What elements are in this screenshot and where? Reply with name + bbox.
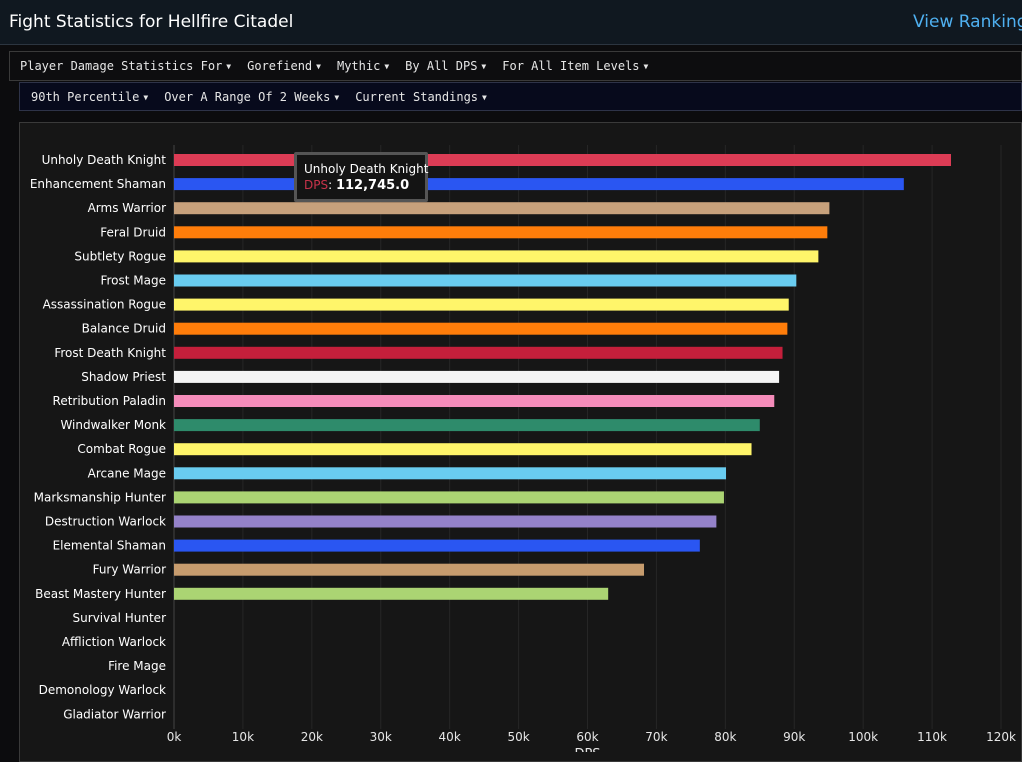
- x-tick-label: 90k: [783, 730, 805, 744]
- category-label: Arms Warrior: [88, 201, 166, 215]
- category-label: Destruction Warlock: [45, 515, 166, 529]
- bar[interactable]: [174, 346, 783, 359]
- bar[interactable]: [174, 154, 952, 166]
- category-label: Elemental Shaman: [53, 539, 166, 553]
- category-label: Fury Warrior: [93, 563, 166, 577]
- x-tick-label: 70k: [645, 730, 667, 744]
- dropdown-time-range[interactable]: Over A Range Of 2 Weeks ▼: [164, 89, 340, 104]
- x-tick-label: 100k: [848, 730, 878, 744]
- bar[interactable]: [174, 178, 904, 191]
- bar[interactable]: [174, 370, 780, 383]
- view-ranking-link[interactable]: View Ranking: [913, 12, 1022, 32]
- x-tick-label: 50k: [507, 730, 529, 744]
- x-tick-label: 120k: [986, 730, 1016, 744]
- bar[interactable]: [174, 202, 830, 215]
- category-label: Frost Mage: [100, 274, 166, 288]
- dropdown-difficulty[interactable]: Mythic ▼: [336, 59, 390, 73]
- dropdown-role[interactable]: By All DPS ▼: [405, 59, 487, 73]
- category-label: Subtlety Rogue: [74, 249, 166, 263]
- category-label: Shadow Priest: [81, 370, 166, 384]
- category-label: Arcane Mage: [88, 466, 166, 480]
- chevron-down-icon: ▼: [384, 62, 390, 71]
- x-tick-label: 40k: [439, 730, 461, 744]
- dropdown-boss[interactable]: Gorefiend ▼: [247, 59, 321, 73]
- category-label: Affliction Warlock: [62, 635, 166, 649]
- bar[interactable]: [174, 563, 645, 576]
- category-label: Survival Hunter: [73, 611, 167, 625]
- category-label: Gladiator Warrior: [63, 707, 166, 721]
- x-tick-label: 0k: [167, 730, 182, 744]
- chevron-down-icon: ▼: [316, 62, 321, 71]
- category-label: Balance Druid: [82, 322, 166, 336]
- tooltip-metric-value: 112,745.0: [335, 178, 410, 193]
- bar[interactable]: [174, 515, 717, 528]
- x-axis-title: DPS: [574, 747, 600, 752]
- category-label: Beast Mastery Hunter: [35, 587, 166, 601]
- bar[interactable]: [174, 539, 700, 552]
- bar[interactable]: [174, 322, 788, 335]
- category-label: Marksmanship Hunter: [34, 490, 166, 504]
- category-label: Combat Rogue: [77, 442, 166, 456]
- filter-bar-primary: Player Damage Statistics For ▼ Gorefiend ▼…: [9, 51, 1022, 81]
- chevron-down-icon: ▼: [334, 92, 340, 102]
- category-label: Unholy Death Knight: [42, 153, 167, 167]
- category-label: Enhancement Shaman: [30, 177, 166, 191]
- dropdown-statistics-type[interactable]: Player Damage Statistics For ▼: [20, 59, 232, 73]
- bar[interactable]: [174, 443, 752, 456]
- chevron-down-icon: ▼: [643, 62, 649, 71]
- dropdown-standings[interactable]: Current Standings ▼: [355, 89, 487, 104]
- bar[interactable]: [174, 395, 775, 407]
- chevron-down-icon: ▼: [482, 92, 487, 102]
- dropdown-percentile[interactable]: 90th Percentile ▼: [31, 89, 149, 104]
- category-label: Frost Death Knight: [54, 346, 166, 360]
- bar[interactable]: [174, 274, 797, 287]
- bar[interactable]: [174, 419, 760, 432]
- category-label: Assassination Rogue: [43, 298, 166, 312]
- x-tick-label: 60k: [576, 730, 598, 744]
- title-bar: Fight Statistics for Hellfire Citadel Vi…: [0, 0, 1022, 45]
- x-tick-label: 80k: [714, 730, 736, 744]
- x-tick-label: 110k: [917, 730, 947, 744]
- bar[interactable]: [174, 298, 789, 311]
- category-label: Windwalker Monk: [60, 418, 166, 432]
- x-tick-label: 10k: [232, 730, 254, 744]
- tooltip-spec-name: Unholy Death Knight: [304, 162, 429, 176]
- tooltip-metric-label: DPS: [304, 178, 329, 192]
- x-tick-label: 30k: [370, 730, 392, 744]
- category-label: Demonology Warlock: [39, 683, 166, 697]
- bar[interactable]: [174, 250, 819, 263]
- page-title: Fight Statistics for Hellfire Citadel: [9, 12, 294, 32]
- chevron-down-icon: ▼: [226, 62, 232, 71]
- chevron-down-icon: ▼: [481, 62, 487, 71]
- bar[interactable]: [174, 226, 828, 239]
- bar[interactable]: [174, 491, 724, 504]
- bar[interactable]: [174, 587, 609, 600]
- category-label: Retribution Paladin: [53, 394, 166, 408]
- bar[interactable]: [174, 467, 727, 480]
- filter-bar-secondary: 90th Percentile ▼ Over A Range Of 2 Weeks…: [19, 82, 1022, 111]
- chevron-down-icon: ▼: [143, 92, 149, 102]
- dropdown-item-level[interactable]: For All Item Levels ▼: [502, 59, 649, 73]
- category-label: Fire Mage: [108, 659, 166, 673]
- chart-tooltip: Unholy Death Knight DPS: 112,745.0: [294, 152, 428, 202]
- category-label: Feral Druid: [100, 225, 166, 239]
- x-tick-label: 20k: [301, 730, 323, 744]
